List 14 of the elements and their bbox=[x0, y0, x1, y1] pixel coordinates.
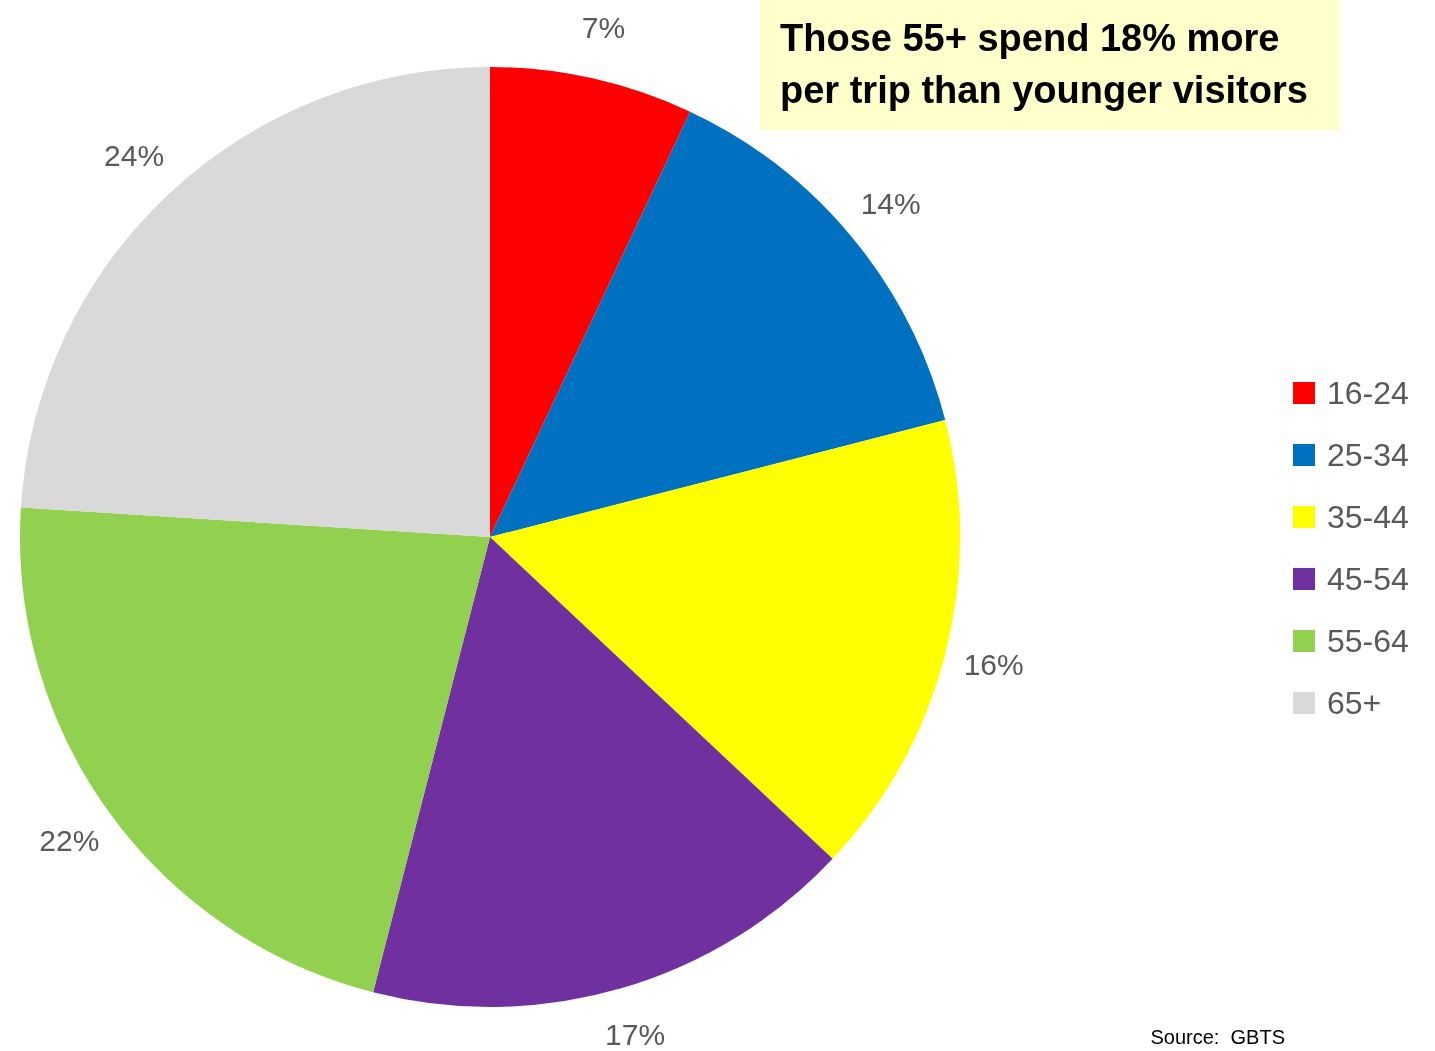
data-label: 14% bbox=[860, 186, 921, 220]
data-label: 16% bbox=[963, 647, 1024, 681]
legend-label: 65+ bbox=[1327, 684, 1382, 722]
data-label: 22% bbox=[39, 823, 100, 857]
legend-label: 45-54 bbox=[1327, 560, 1409, 598]
text: Those 55+ spend 18% more per trip than younger visitors bbox=[760, 0, 1340, 130]
source-note: Source: GBTS bbox=[1150, 1026, 1285, 1049]
data-label: 17% bbox=[605, 1017, 666, 1051]
legend-label: 16-24 bbox=[1327, 374, 1409, 412]
legend-label: 35-44 bbox=[1327, 498, 1409, 536]
legend-label: 55-64 bbox=[1327, 622, 1409, 660]
data-label: 24% bbox=[104, 139, 165, 173]
legend-label: 25-34 bbox=[1327, 436, 1409, 474]
data-label: 7% bbox=[581, 10, 626, 44]
